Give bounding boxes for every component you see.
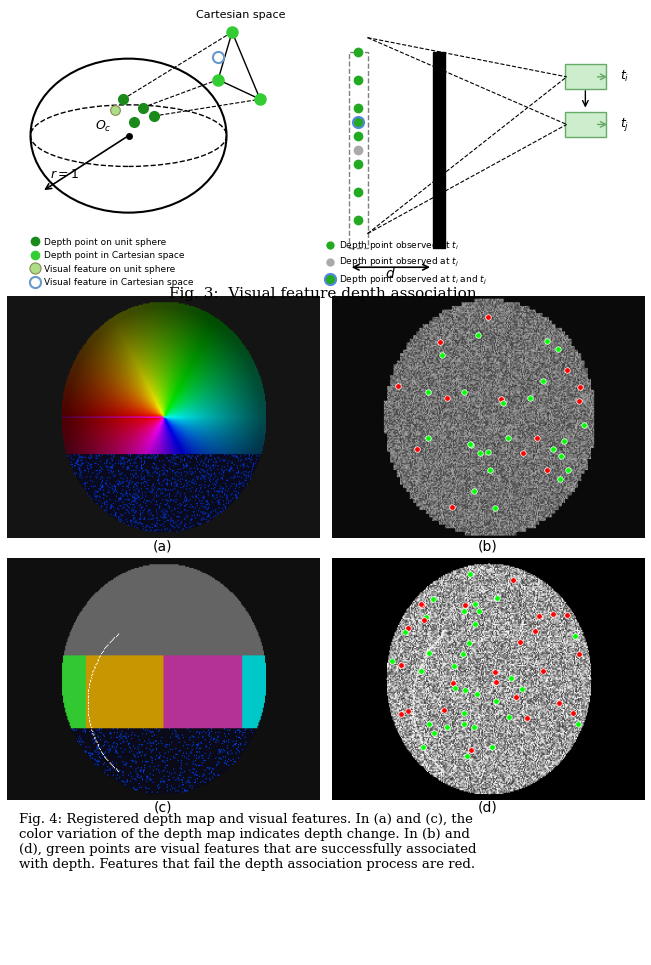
Text: Fig. 4: Registered depth map and visual features. In (a) and (c), the
color vari: Fig. 4: Registered depth map and visual … bbox=[20, 813, 477, 871]
Text: (d): (d) bbox=[478, 801, 498, 814]
Text: (b)  Depth validation: (b) Depth validation bbox=[424, 304, 553, 317]
Text: $d$: $d$ bbox=[385, 266, 396, 282]
FancyBboxPatch shape bbox=[565, 65, 605, 90]
Text: Cartesian space: Cartesian space bbox=[196, 10, 285, 20]
Text: $t_i$: $t_i$ bbox=[620, 69, 629, 84]
FancyBboxPatch shape bbox=[433, 52, 445, 248]
Legend: Depth point on unit sphere, Depth point in Cartesian space, Visual feature on un: Depth point on unit sphere, Depth point … bbox=[27, 234, 197, 290]
Text: $t_j$: $t_j$ bbox=[620, 116, 629, 133]
Text: (c): (c) bbox=[154, 801, 172, 814]
Text: (a): (a) bbox=[153, 539, 173, 553]
Text: $r = 1$: $r = 1$ bbox=[49, 168, 79, 180]
Text: (a)  Depth association: (a) Depth association bbox=[93, 304, 231, 317]
Legend: Depth point observed at $t_i$, Depth point observed at $t_j$, Depth point observ: Depth point observed at $t_i$, Depth poi… bbox=[322, 235, 491, 290]
Text: (b): (b) bbox=[478, 539, 498, 553]
Text: Fig. 3:  Visual feature depth association.: Fig. 3: Visual feature depth association… bbox=[169, 288, 482, 301]
FancyBboxPatch shape bbox=[565, 112, 605, 137]
Text: $O_c$: $O_c$ bbox=[95, 119, 112, 134]
